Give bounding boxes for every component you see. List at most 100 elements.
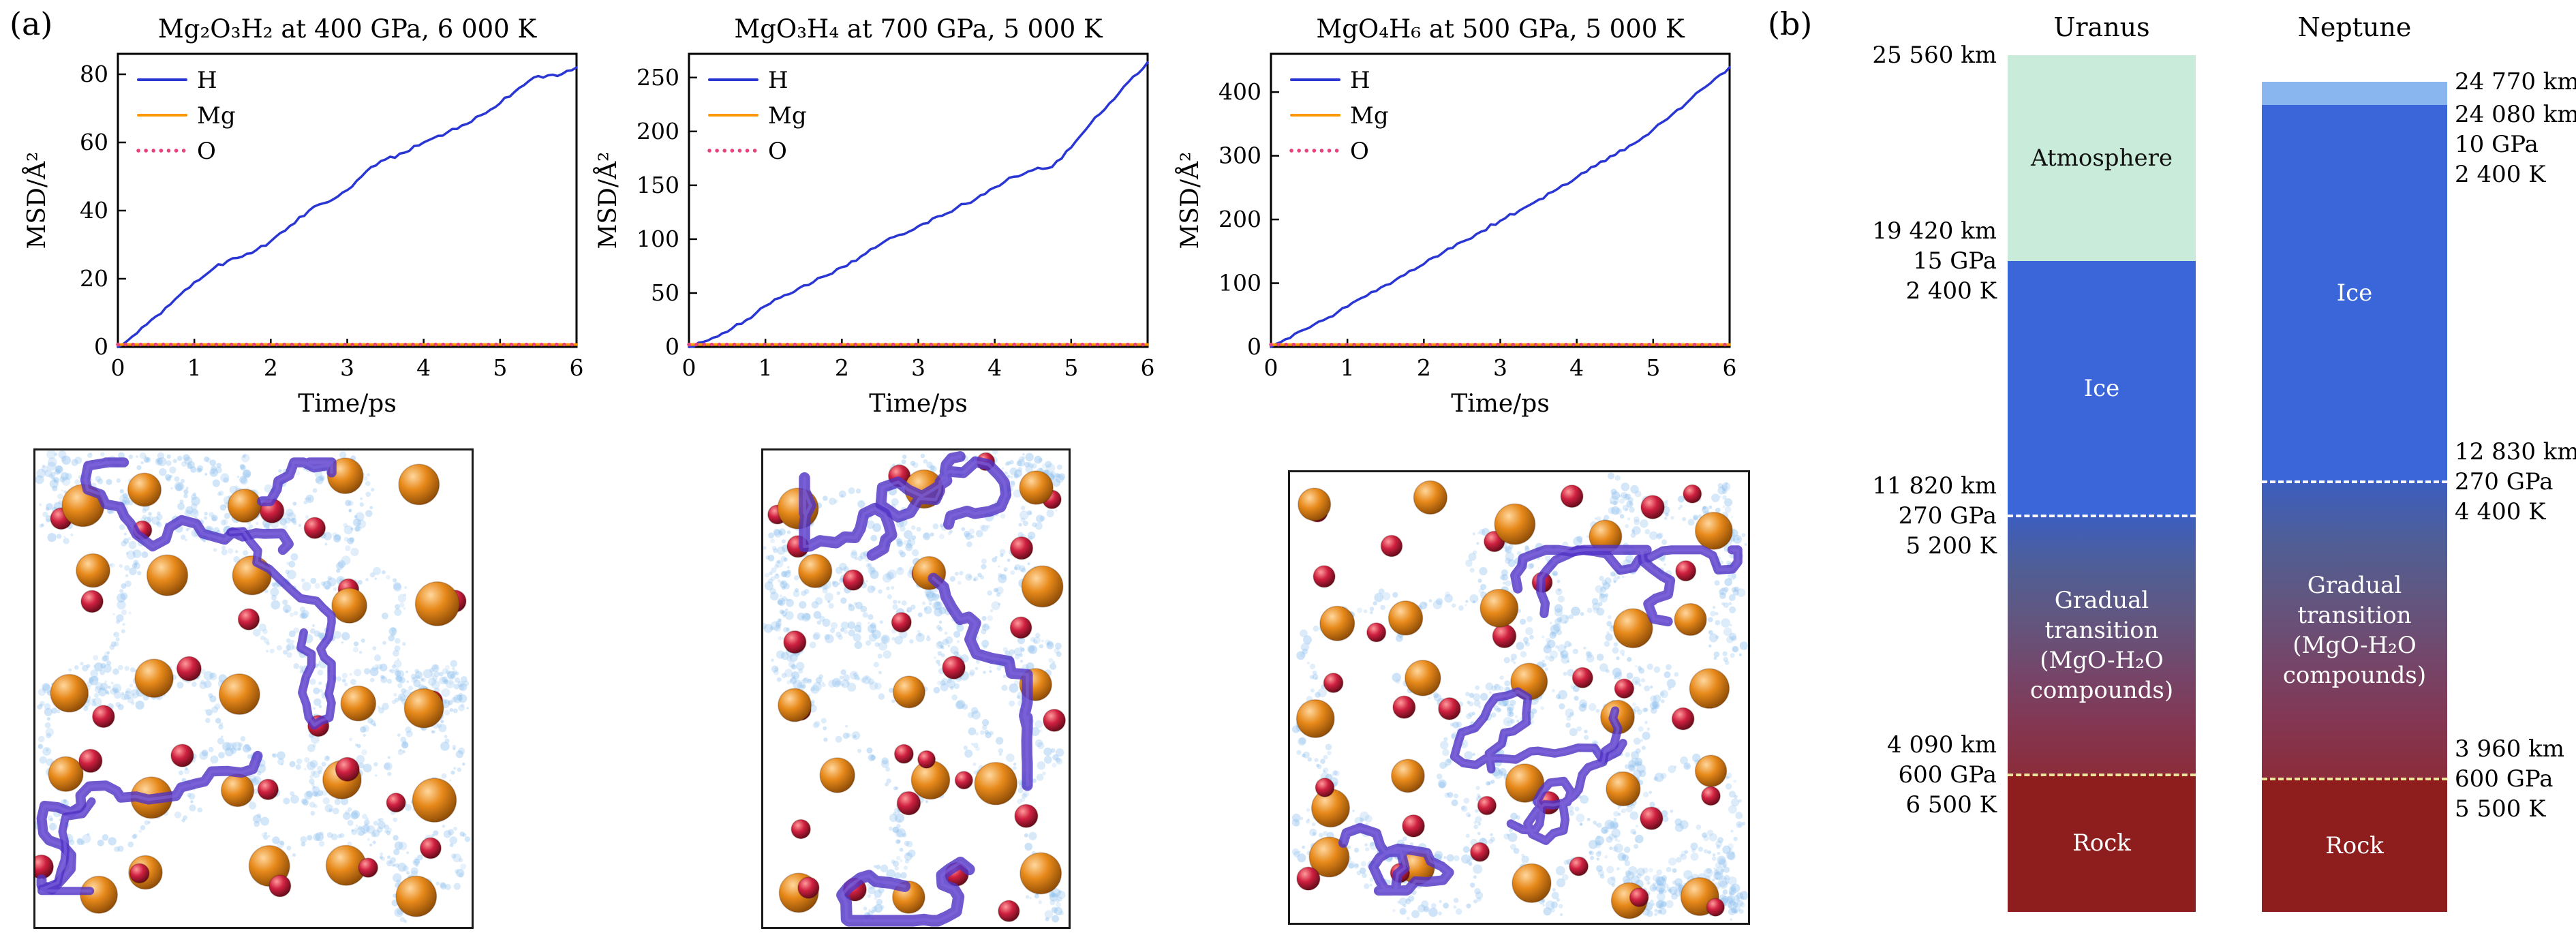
- series-H: [1270, 65, 1731, 348]
- boundary-dashed-line: [2262, 480, 2447, 483]
- x-axis-label: Time/ps: [869, 390, 968, 418]
- panel-b-label: (b): [1768, 5, 1813, 42]
- md-snapshot-mg2o3h2: [33, 448, 474, 929]
- y-tick-label: 100: [637, 226, 679, 252]
- x-tick-label: 0: [682, 354, 696, 381]
- x-tick-label: 4: [1569, 354, 1584, 381]
- depth-annotation: 12 830 km 270 GPa 4 400 K: [2455, 438, 2576, 525]
- x-tick-label: 2: [1417, 354, 1431, 381]
- chart-title: Mg₂O₃H₂ at 400 GPa, 6 000 K: [158, 14, 538, 44]
- y-tick-label: 0: [1247, 333, 1261, 360]
- x-tick-label: 6: [1723, 354, 1737, 381]
- y-tick-label: 0: [94, 333, 108, 360]
- layer-label: Gradual transition (MgO-H₂O compounds): [2282, 572, 2427, 690]
- y-axis-label: MSD/Å²: [1176, 152, 1204, 249]
- legend-label: Mg: [768, 102, 807, 129]
- layer-label: Ice: [2083, 374, 2120, 402]
- panel-a-label: (a): [10, 5, 53, 42]
- x-axis-label: Time/ps: [1451, 390, 1550, 418]
- h-diffusion-paths: [1338, 545, 1743, 896]
- x-tick-label: 0: [111, 354, 125, 381]
- snapshot-border: [761, 448, 1071, 929]
- y-tick-label: 200: [637, 118, 679, 144]
- series-H: [688, 61, 1149, 348]
- y-axis-label: MSD/Å²: [594, 152, 622, 249]
- depth-annotation: 25 560 km: [1872, 42, 1997, 69]
- x-tick-label: 6: [1141, 354, 1155, 381]
- layer-neptune-1: Ice: [2262, 104, 2447, 483]
- layer-neptune-3: Rock: [2262, 779, 2447, 912]
- depth-annotation: 19 420 km 15 GPa 2 400 K: [1872, 217, 1997, 305]
- y-tick-label: 100: [1218, 270, 1261, 296]
- x-axis-label: Time/ps: [298, 390, 397, 418]
- legend-label: O: [768, 138, 787, 165]
- legend-label: H: [1350, 67, 1370, 94]
- x-tick-label: 6: [570, 354, 584, 381]
- depth-annotation: 24 080 km 10 GPa 2 400 K: [2455, 100, 2576, 188]
- legend-label: O: [1350, 138, 1369, 165]
- layer-uranus-2: Gradual transition (MgO-H₂O compounds): [2008, 515, 2196, 775]
- layer-label: Atmosphere: [2031, 144, 2173, 172]
- x-tick-label: 1: [187, 354, 202, 381]
- legend-label: H: [768, 67, 788, 94]
- depth-annotation: 3 960 km 600 GPa 5 500 K: [2455, 735, 2564, 823]
- depth-annotation: 24 770 km: [2455, 67, 2576, 95]
- legend: H Mg O: [707, 67, 807, 165]
- snapshot-border: [1288, 470, 1750, 925]
- depth-annotation: 4 090 km 600 GPa 6 500 K: [1887, 731, 1997, 819]
- x-tick-label: 1: [758, 354, 773, 381]
- chart-title: MgO₃H₄ at 700 GPa, 5 000 K: [734, 14, 1103, 44]
- x-tick-label: 2: [835, 354, 849, 381]
- x-tick-label: 5: [1064, 354, 1078, 381]
- boundary-dashed-line: [2008, 773, 2196, 776]
- layer-uranus-0: Atmosphere: [2008, 55, 2196, 261]
- y-tick-label: 150: [637, 172, 679, 198]
- msd-chart-mg2o3h2: Mg₂O₃H₂ at 400 GPa, 6 000 K0 1 2 3 4 5 6020406…: [22, 14, 584, 418]
- y-tick-label: 60: [80, 129, 108, 155]
- y-tick-label: 300: [1218, 142, 1261, 169]
- y-tick-label: 20: [80, 265, 108, 292]
- y-tick-label: 0: [665, 333, 679, 360]
- boundary-dashed-line: [2008, 514, 2196, 517]
- y-tick-label: 400: [1218, 78, 1261, 105]
- planet-title-neptune: Neptune: [2297, 12, 2412, 42]
- atoms-layer: [767, 452, 1067, 923]
- layer-label: Ice: [2336, 279, 2373, 307]
- y-tick-label: 250: [637, 64, 679, 91]
- depth-annotation: 11 820 km 270 GPa 5 200 K: [1872, 472, 1997, 560]
- x-tick-label: 2: [264, 354, 278, 381]
- h-diffusion-paths: [799, 451, 1033, 927]
- x-tick-label: 5: [1646, 354, 1660, 381]
- snapshot-border: [33, 448, 474, 929]
- legend: H Mg O: [1289, 67, 1389, 165]
- boundary-dashed-line: [2262, 778, 2447, 781]
- msd-chart-mgo3h4: MgO₃H₄ at 700 GPa, 5 000 K 0 1 2 3 4 5 6 0 50 100 1…: [594, 14, 1155, 418]
- layer-label: Rock: [2325, 831, 2384, 859]
- x-tick-label: 3: [1493, 354, 1507, 381]
- layer-label: Rock: [2072, 829, 2131, 857]
- y-tick-label: 50: [651, 279, 679, 306]
- x-tick-label: 3: [911, 354, 925, 381]
- md-snapshot-mgo4h6: [1288, 470, 1750, 925]
- legend-label: Mg: [1350, 102, 1389, 129]
- y-axis-label: MSD/Å²: [22, 152, 51, 249]
- msd-chart-mgo4h6: MgO₄H₆ at 500 GPa, 5 000 K 0 1 2 3 4 5 6 0 100 200…: [1176, 14, 1737, 418]
- atoms-layer: [33, 457, 467, 917]
- x-tick-label: 1: [1340, 354, 1355, 381]
- layer-uranus-3: Rock: [2008, 774, 2196, 912]
- y-tick-label: 200: [1218, 206, 1261, 232]
- legend-label: H: [197, 67, 217, 94]
- x-tick-label: 3: [340, 354, 354, 381]
- planet-title-uranus: Uranus: [2053, 12, 2150, 42]
- layer-uranus-1: Ice: [2008, 261, 2196, 516]
- chart-title: MgO₄H₆ at 500 GPa, 5 000 K: [1316, 14, 1685, 44]
- layer-neptune-2: Gradual transition (MgO-H₂O compounds): [2262, 482, 2447, 780]
- y-tick-label: 80: [80, 61, 108, 87]
- h-diffusion-paths: [36, 457, 337, 896]
- x-tick-label: 4: [416, 354, 431, 381]
- x-tick-label: 0: [1264, 354, 1278, 381]
- layer-neptune-0: Atmosphere: [2262, 81, 2447, 139]
- series-H: [117, 66, 578, 348]
